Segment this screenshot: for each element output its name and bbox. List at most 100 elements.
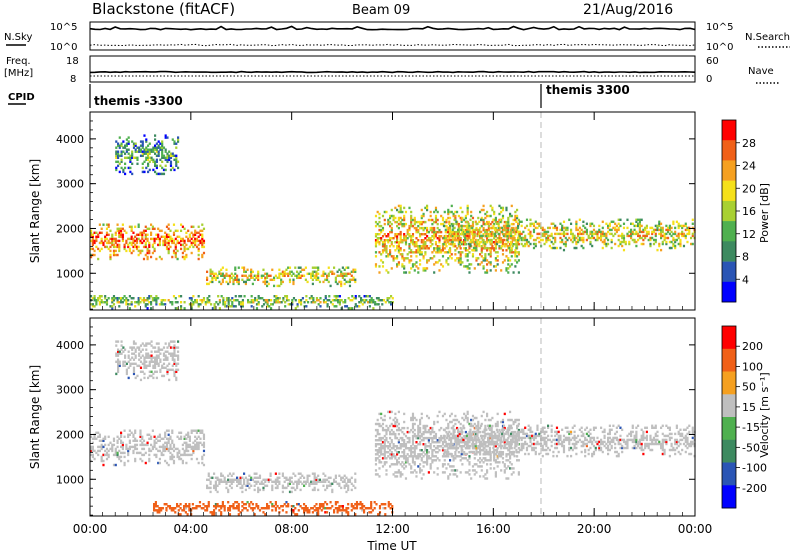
rti-cell — [630, 234, 633, 238]
rti-cell — [484, 212, 487, 216]
rti-cell — [525, 434, 529, 438]
rti-cell — [401, 439, 404, 442]
rti-cell — [591, 232, 594, 236]
rti-cell — [424, 428, 427, 432]
rti-cell — [214, 476, 217, 480]
rti-cell — [575, 246, 578, 250]
rti-cell — [98, 303, 101, 306]
rti-cell — [297, 266, 300, 269]
rti-cell — [343, 480, 346, 484]
rti-cell — [338, 274, 341, 278]
rti-cell — [146, 303, 149, 306]
rti-cell — [146, 433, 149, 437]
rti-cell — [619, 240, 622, 244]
rti-cell — [513, 236, 516, 240]
rti-cell — [473, 457, 476, 460]
rti-cell — [343, 274, 346, 278]
rti-cell — [401, 443, 404, 446]
rti-cell — [628, 242, 631, 246]
rti-cell — [401, 218, 404, 222]
rti-cell — [482, 208, 485, 212]
rti-cell — [493, 445, 496, 448]
rti-cell — [107, 449, 110, 453]
rti-cell — [381, 422, 385, 426]
rti-cell — [230, 480, 233, 484]
rti-cell — [480, 261, 483, 264]
rti-cell — [645, 234, 648, 238]
rti-cell — [290, 274, 293, 278]
rti-cell — [449, 228, 452, 232]
rti-cell — [543, 228, 546, 232]
rti-cell — [134, 439, 137, 443]
rti-cell — [580, 228, 583, 232]
rti-cell — [614, 226, 617, 230]
rti-cell — [490, 434, 493, 438]
rti-cell — [383, 249, 386, 252]
rti-cell — [354, 305, 357, 308]
rti-cell — [311, 274, 314, 278]
rti-cell — [475, 259, 478, 262]
rti-cell — [97, 297, 100, 300]
rti-cell — [503, 245, 506, 248]
rti-cell — [236, 484, 239, 488]
rti-cell — [380, 447, 383, 450]
rti-cell — [419, 441, 422, 444]
rti-cell — [146, 247, 149, 251]
rti-cell — [436, 447, 439, 450]
rti-cell — [172, 249, 176, 253]
rti-cell — [266, 478, 269, 482]
rti-cell — [525, 446, 529, 450]
rti-cell — [278, 274, 281, 278]
rti-cell — [682, 234, 686, 238]
rti-cell — [374, 263, 378, 266]
rti-cell — [514, 210, 517, 214]
rti-cell — [137, 233, 140, 237]
rti-cell — [115, 146, 118, 149]
colorbar-tick-label: 4 — [742, 273, 749, 286]
rti-cell — [264, 301, 267, 304]
rti-cell — [450, 440, 453, 444]
rti-cell — [238, 301, 241, 304]
rti-cell — [614, 232, 617, 236]
rti-cell — [442, 452, 446, 456]
rti-cell — [132, 297, 135, 300]
rti-cell — [661, 240, 664, 244]
rti-cell — [236, 280, 239, 284]
rti-cell — [173, 140, 176, 143]
rti-cell — [120, 439, 123, 443]
rti-cell — [441, 249, 445, 252]
rti-cell — [449, 251, 452, 254]
rti-cell — [512, 467, 515, 470]
rti-cell — [660, 222, 663, 226]
rti-cell — [324, 297, 327, 300]
rti-cell — [274, 478, 277, 482]
rti-cell — [207, 282, 210, 286]
rti-cell — [214, 482, 217, 486]
rti-cell — [390, 439, 393, 442]
rti-cell — [630, 236, 633, 240]
rti-cell — [166, 152, 169, 155]
rti-cell — [159, 172, 162, 176]
nsky-tick-top: 10^5 — [50, 22, 77, 33]
rti-cell — [151, 429, 154, 432]
rti-cell — [116, 435, 119, 439]
rti-cell — [457, 257, 460, 260]
rti-cell — [493, 449, 496, 452]
rti-cell — [408, 261, 411, 264]
rti-cell — [154, 160, 157, 164]
rti-cell — [510, 247, 513, 250]
rti-cell — [451, 442, 454, 446]
rti-cell — [509, 455, 512, 458]
rti-cell — [174, 297, 177, 300]
rti-cell — [236, 480, 239, 484]
rti-cell — [617, 226, 620, 230]
rti-cell — [202, 227, 206, 231]
rti-cell — [552, 222, 555, 226]
rti-cell — [513, 230, 516, 234]
rti-cell — [334, 280, 337, 284]
rti-cell — [481, 438, 484, 442]
rti-cell — [214, 480, 217, 484]
rti-cell — [682, 224, 686, 228]
rti-cell — [207, 478, 210, 482]
rti-cell — [188, 303, 191, 306]
